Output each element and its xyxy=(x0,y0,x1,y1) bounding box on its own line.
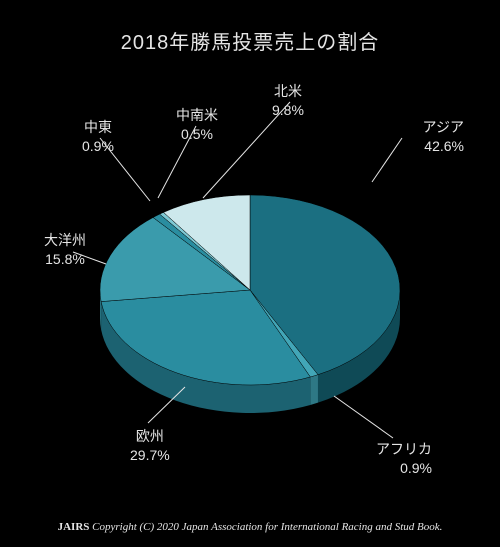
slice-pct: 29.7% xyxy=(130,447,170,463)
leader-line xyxy=(334,396,393,438)
slice-name: 中南米 xyxy=(176,107,218,123)
jairs-logo-text: JAIRS xyxy=(58,521,90,533)
pie-side xyxy=(310,375,318,405)
slice-label: 北米 9.8% xyxy=(272,82,304,120)
slice-label: アジア 42.6% xyxy=(404,118,464,156)
slice-label: 欧州 29.7% xyxy=(130,427,170,465)
slice-label: 中東 0.9% xyxy=(82,118,114,156)
slice-pct: 0.9% xyxy=(400,460,432,476)
slice-name: 大洋州 xyxy=(44,232,86,248)
slice-name: 中東 xyxy=(84,119,112,135)
leader-line xyxy=(372,138,402,182)
copyright-line: JAIRS Copyright (C) 2020 Japan Associati… xyxy=(0,521,500,533)
slice-name: 北米 xyxy=(274,83,302,99)
slice-label: 中南米 0.5% xyxy=(176,106,218,144)
slice-pct: 0.5% xyxy=(181,126,213,142)
slice-name: アフリカ xyxy=(376,441,432,457)
slice-name: 欧州 xyxy=(136,428,164,444)
slice-name: アジア xyxy=(423,119,464,135)
slice-pct: 15.8% xyxy=(45,251,85,267)
chart-stage: 2018年勝馬投票売上の割合 アジア42.6%アフリカ0.9%欧州29.7%大洋… xyxy=(0,0,500,547)
copyright-text: Copyright (C) 2020 Japan Association for… xyxy=(92,521,442,533)
slice-pct: 42.6% xyxy=(424,138,464,154)
slice-label: アフリカ 0.9% xyxy=(372,440,432,478)
slice-pct: 0.9% xyxy=(82,138,114,154)
slice-pct: 9.8% xyxy=(272,102,304,118)
slice-label: 大洋州 15.8% xyxy=(44,231,86,269)
